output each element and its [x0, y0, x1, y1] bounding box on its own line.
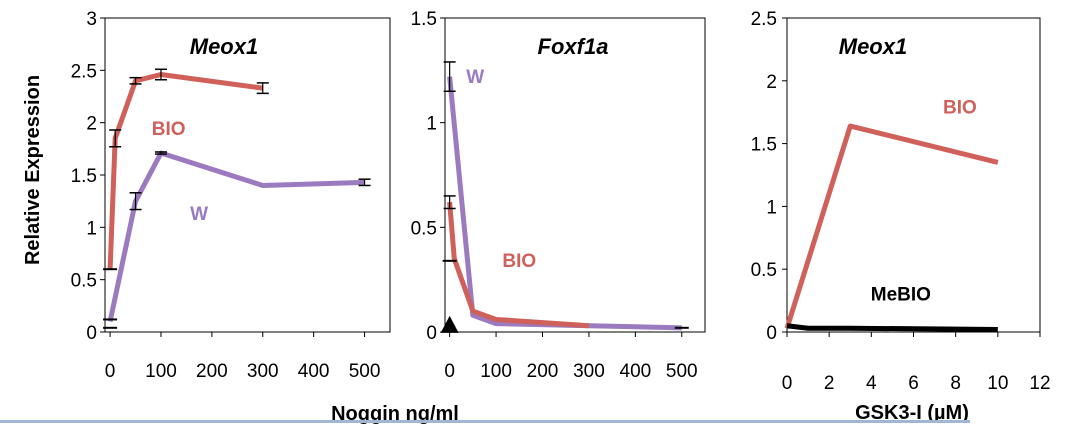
chart-panel-meox1-gsk3: 0 0.5 1 1.5 2 2.5 0 2 4 6 8 10 12 Meox1 BIO MeBIO	[751, 9, 1051, 394]
y-tick-label: 2.5	[751, 9, 777, 30]
y-tick-label: 2.5	[71, 61, 97, 82]
bottom-divider	[0, 420, 970, 423]
series-label-mebio: MeBIO	[871, 285, 931, 306]
y-tick-label: 0.5	[751, 260, 777, 281]
y-tick-label: 0	[426, 323, 437, 344]
x-tick-label: 400	[620, 361, 652, 382]
x-tick-label: 0	[444, 361, 455, 382]
y-tick-label: 2	[766, 72, 777, 93]
x-tick-label: 500	[349, 361, 381, 382]
y-tick-label: 0	[86, 323, 97, 344]
chart-title: Meox1	[839, 34, 907, 59]
x-tick-label: 4	[866, 373, 877, 394]
series-line-w	[107, 150, 365, 323]
x-axis-label-gsk3: GSK3-I (µM)	[855, 402, 969, 424]
x-tick-label: 12	[1029, 373, 1050, 394]
y-tick-label: 1	[766, 197, 777, 218]
chart-title: Meox1	[190, 34, 258, 59]
y-tick-label: 1.5	[71, 166, 97, 187]
y-tick-label: 0	[766, 323, 777, 344]
x-tick-label: 0	[782, 373, 793, 394]
y-tick-label: 3	[86, 9, 97, 30]
x-tick-label: 6	[908, 373, 919, 394]
series-label-w: W	[466, 67, 484, 88]
y-axis-label: Relative Expression	[22, 75, 44, 265]
x-tick-label: 10	[987, 373, 1008, 394]
x-tick-label: 300	[573, 361, 605, 382]
x-tick-label: 100	[480, 361, 512, 382]
triangle-marker	[440, 315, 459, 333]
x-tick-label: 200	[527, 361, 559, 382]
y-tick-label: 0.5	[411, 218, 437, 239]
series-label-bio: BIO	[943, 97, 977, 118]
y-tick-label: 1.5	[411, 9, 437, 30]
x-axis-label-noggin: Noggin ng/ml	[331, 403, 459, 425]
series-line-w	[447, 76, 682, 331]
chart-title: Foxf1a	[538, 34, 609, 59]
series-label-bio: BIO	[502, 251, 536, 272]
chart-panel-foxf1a-noggin: 0 0.5 1 1.5 0 100 200 300 400 500 Foxf1a W BIO	[411, 9, 706, 382]
series-label-w: W	[190, 204, 208, 225]
x-tick-label: 100	[145, 361, 177, 382]
series-line-bio	[107, 72, 264, 270]
y-tick-label: 1.5	[751, 135, 777, 156]
series-label-bio: BIO	[152, 119, 186, 140]
series-line-bio	[784, 123, 999, 329]
x-tick-label: 500	[666, 361, 698, 382]
x-tick-label: 8	[950, 373, 961, 394]
chart-panel-meox1-noggin: 0 0.5 1 1.5 2 2.5 3 0 100 200 300 400 500 Meox1 BIO W	[71, 9, 391, 382]
x-tick-label: 200	[196, 361, 228, 382]
series-line-mebio	[786, 323, 998, 332]
x-tick-label: 2	[824, 373, 835, 394]
x-tick-label: 0	[105, 361, 116, 382]
y-tick-label: 2	[86, 114, 97, 135]
series-line-bio	[447, 202, 590, 329]
x-tick-label: 400	[298, 361, 330, 382]
plot-frame	[444, 17, 706, 333]
y-tick-label: 0.5	[71, 271, 97, 292]
x-tick-label: 300	[247, 361, 279, 382]
y-tick-label: 1	[86, 218, 97, 239]
y-tick-label: 1	[426, 114, 437, 135]
